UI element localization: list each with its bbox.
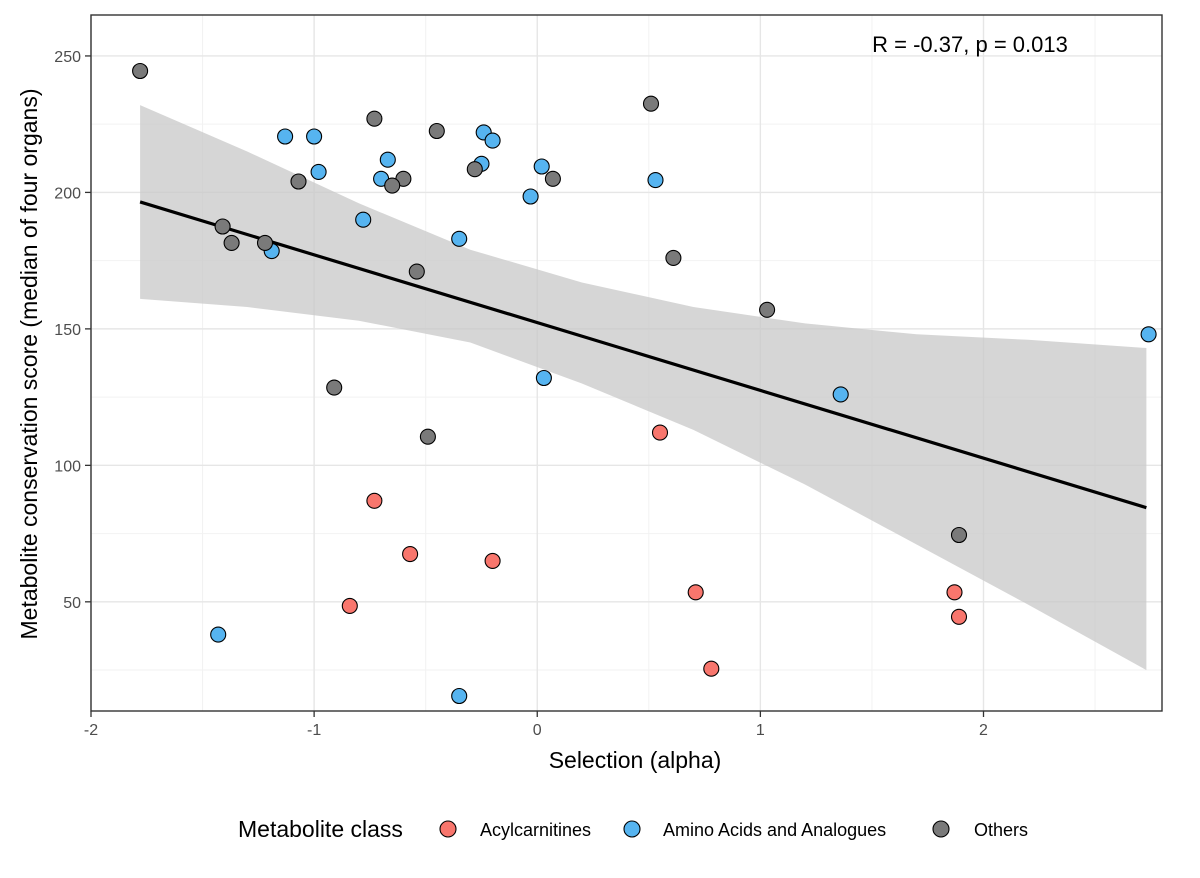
point-others: [428, 122, 445, 140]
x-tick-label: -1: [307, 722, 321, 739]
legend-label-others: Others: [974, 820, 1028, 840]
point-acylcarnitines: [946, 584, 963, 601]
point-acylcarnitines: [341, 597, 358, 614]
point-acylcarnitines: [402, 546, 419, 563]
x-tick-label: 1: [756, 722, 765, 739]
point-amino-acids-and-analogues: [484, 132, 501, 149]
axis-ticks: [85, 55, 985, 717]
point-amino-acids-and-analogues: [832, 386, 849, 403]
legend-key-acylcarnitines: [439, 820, 457, 838]
point-amino-acids-and-analogues: [210, 626, 227, 643]
y-axis-title: Metabolite conservation score (median of…: [16, 88, 42, 639]
point-amino-acids-and-analogues: [451, 230, 468, 247]
point-acylcarnitines: [950, 608, 968, 625]
point-amino-acids-and-analogues: [306, 128, 323, 145]
point-amino-acids-and-analogues: [451, 687, 468, 705]
point-others: [256, 234, 274, 251]
legend-key-amino-acids: [623, 820, 641, 838]
point-amino-acids-and-analogues: [277, 128, 294, 145]
point-others: [759, 301, 776, 318]
point-others: [665, 249, 682, 266]
point-others: [419, 428, 436, 445]
point-amino-acids-and-analogues: [535, 369, 552, 387]
y-tick-label: 150: [54, 322, 81, 339]
legend-key-others: [932, 820, 950, 838]
legend-label-acylcarnitines: Acylcarnitines: [480, 820, 591, 840]
point-others: [326, 379, 343, 396]
x-tick-label: 2: [979, 722, 988, 739]
legend: Metabolite class Acylcarnitines Amino Ac…: [238, 816, 1028, 842]
point-others: [214, 218, 231, 235]
data-points: [132, 62, 1157, 705]
panel-border: [90, 14, 1163, 712]
y-tick-label: 50: [63, 595, 81, 612]
point-acylcarnitines: [651, 424, 669, 441]
point-others: [642, 95, 660, 112]
point-others: [366, 110, 383, 127]
point-others: [223, 234, 240, 251]
point-acylcarnitines: [703, 660, 720, 677]
regression-line: [139, 200, 1147, 510]
point-amino-acids-and-analogues: [522, 188, 539, 205]
point-others: [466, 161, 483, 178]
legend-label-amino-acids: Amino Acids and Analogues: [663, 820, 886, 840]
point-amino-acids-and-analogues: [1140, 326, 1157, 343]
x-tick-label: -2: [84, 722, 98, 739]
point-acylcarnitines: [687, 584, 704, 601]
point-amino-acids-and-analogues: [379, 151, 396, 168]
y-tick-label: 200: [54, 185, 81, 202]
point-amino-acids-and-analogues: [533, 158, 550, 175]
point-others: [544, 170, 561, 187]
y-tick-label: 250: [54, 49, 81, 66]
x-tick-label: 0: [533, 722, 542, 739]
point-acylcarnitines: [484, 552, 501, 569]
legend-title: Metabolite class: [238, 816, 403, 842]
correlation-annotation: R = -0.37, p = 0.013: [872, 32, 1068, 57]
point-acylcarnitines: [366, 492, 383, 509]
point-others: [132, 62, 149, 80]
point-amino-acids-and-analogues: [310, 163, 327, 180]
x-axis-title: Selection (alpha): [549, 747, 722, 773]
point-others: [290, 173, 307, 190]
point-amino-acids-and-analogues: [647, 172, 664, 189]
point-amino-acids-and-analogues: [355, 211, 372, 228]
point-others: [950, 526, 968, 544]
point-others: [384, 177, 401, 194]
confidence-band: [140, 105, 1147, 671]
point-others: [408, 263, 425, 280]
y-tick-label: 100: [54, 458, 81, 475]
